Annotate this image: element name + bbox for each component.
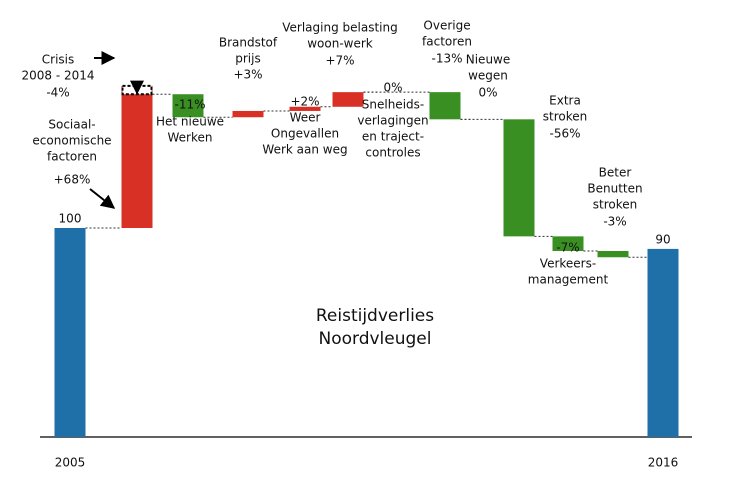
- step-value-label: -56%: [549, 127, 580, 141]
- end-value-label: 90: [655, 232, 670, 246]
- end-label: 2016: [648, 456, 679, 470]
- step-label: Werken: [168, 131, 213, 145]
- step-label: factoren: [422, 35, 472, 49]
- step-bar: [172, 94, 204, 118]
- step-label: stroken: [593, 198, 637, 212]
- step-bar: [429, 92, 461, 120]
- step-label: Nieuwe: [466, 53, 511, 67]
- step-label: wegen: [468, 69, 508, 83]
- start-value-label: 100: [59, 212, 82, 226]
- step-value-label: +3%: [233, 68, 262, 82]
- arrow: [89, 188, 116, 209]
- step-label: Weer: [290, 111, 321, 125]
- step-label: 2008 - 2014: [21, 69, 94, 83]
- chart-title: Noordvleugel: [319, 329, 432, 349]
- start-label: 2005: [55, 456, 86, 470]
- step-label: Crisis: [42, 53, 74, 67]
- step-value-label: -11%: [174, 98, 205, 112]
- step-value-label: -13%: [431, 52, 462, 66]
- step-label: Benutten: [587, 182, 642, 196]
- chart-title: Reistijdverlies: [316, 306, 434, 326]
- step-label: Verlaging belasting: [282, 21, 397, 35]
- step-bar: [289, 106, 321, 111]
- step-label: verlagingen: [357, 114, 428, 128]
- step-bar: [121, 85, 153, 228]
- step-label: economische: [32, 134, 111, 148]
- step-value-label: 0%: [478, 86, 497, 100]
- step-label: Snelheids-: [362, 98, 424, 112]
- end-bar: [647, 248, 679, 437]
- step-bar: [503, 119, 535, 237]
- step-value-label: +68%: [54, 173, 91, 187]
- step-label: Extra: [549, 94, 581, 108]
- step-value-label: 0%: [383, 81, 402, 95]
- step-label: Werk aan weg: [262, 143, 347, 157]
- start-bar: [54, 228, 86, 437]
- step-label: Het nieuwe: [156, 115, 224, 129]
- step-label: Beter: [599, 166, 632, 180]
- step-value-label: -3%: [603, 215, 626, 229]
- step-value-label: -4%: [46, 86, 69, 100]
- step-label: Verkeers-: [540, 257, 596, 271]
- step-label: prijs: [235, 52, 260, 66]
- step-label: Overige: [423, 19, 470, 33]
- step-label: management: [528, 273, 609, 287]
- step-label: woon-werk: [307, 37, 373, 51]
- step-label: Brandstof: [219, 36, 278, 50]
- step-bar: [232, 110, 264, 118]
- step-bar: [552, 236, 584, 251]
- step-value-label: -7%: [556, 241, 579, 255]
- step-bar: [332, 92, 364, 107]
- step-label: stroken: [543, 110, 587, 124]
- step-value-label: +7%: [325, 54, 354, 68]
- step-value-label: +2%: [290, 95, 319, 109]
- step-label: controles: [365, 146, 420, 160]
- step-label: Sociaal-: [48, 118, 95, 132]
- step-bar: [597, 250, 629, 258]
- step-label: Ongevallen: [271, 127, 339, 141]
- step-label: en traject-: [362, 130, 424, 144]
- step-label: factoren: [47, 150, 97, 164]
